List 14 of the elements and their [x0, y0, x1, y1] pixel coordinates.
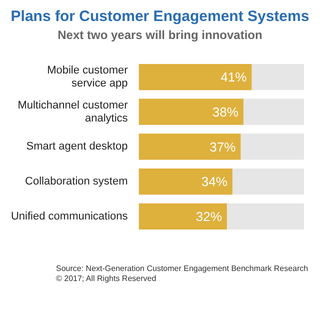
data-label: 41%	[220, 70, 248, 85]
data-label: 38%	[212, 104, 239, 120]
source-note: Source: Next-Generation Customer Engagement Benchmark Research	[56, 264, 310, 274]
text: © 2017; All Rights Reserved	[56, 274, 158, 285]
y-tick-label: Collaboration system	[25, 176, 128, 188]
y-tick-label: Smart agent desktop	[26, 140, 128, 153]
data-label: 34%	[201, 174, 228, 190]
data-label: 37%	[210, 139, 236, 154]
y-tick-label: Unified communications	[10, 210, 128, 222]
y-tick-label: Mobile customer service app	[47, 64, 128, 90]
data-label: 32%	[196, 208, 222, 224]
y-tick-label: Multichannel customer analytics	[18, 99, 128, 124]
chart-title: Plans for Customer Engagement Systems	[10, 8, 310, 25]
chart-subtitle: Next two years will bring innovation	[56, 28, 264, 42]
